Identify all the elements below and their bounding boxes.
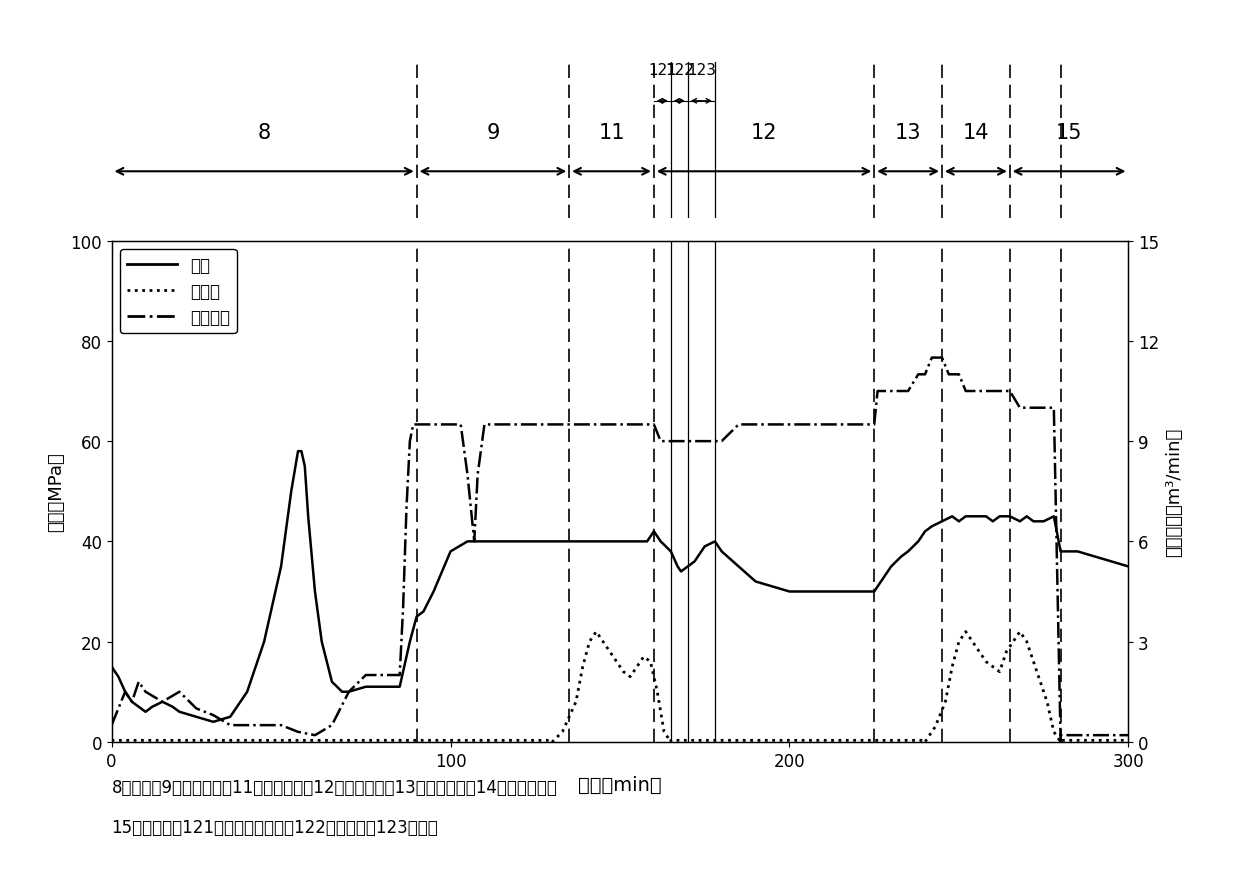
Line: 注入排量: 注入排量 bbox=[112, 358, 1128, 742]
油压 bbox=[935, 517, 950, 527]
油压 bbox=[697, 542, 712, 552]
注入排量 bbox=[924, 353, 939, 364]
Text: 8: 8 bbox=[258, 123, 270, 143]
Text: 122: 122 bbox=[665, 63, 693, 78]
Legend: 油压, 砂浓度, 注入排量: 油压, 砂浓度, 注入排量 bbox=[120, 249, 237, 333]
砂浓度 bbox=[827, 735, 842, 746]
Text: 12: 12 bbox=[750, 123, 777, 143]
油压 bbox=[206, 717, 221, 728]
Line: 砂浓度: 砂浓度 bbox=[112, 632, 1128, 742]
砂浓度 bbox=[544, 737, 559, 747]
砂浓度 bbox=[104, 735, 119, 746]
油压 bbox=[799, 586, 813, 597]
X-axis label: 时间（min）: 时间（min） bbox=[578, 775, 662, 794]
注入排量 bbox=[1121, 730, 1136, 741]
油压 bbox=[1121, 561, 1136, 572]
Text: 14: 14 bbox=[962, 123, 990, 143]
Text: 123: 123 bbox=[687, 63, 715, 78]
Text: 15: 15 bbox=[1055, 123, 1083, 143]
注入排量 bbox=[1104, 730, 1118, 741]
油压 bbox=[290, 446, 305, 457]
Y-axis label: 注入排量（m³/min）: 注入排量（m³/min） bbox=[1164, 427, 1183, 556]
油压 bbox=[104, 662, 119, 672]
Text: 9: 9 bbox=[486, 123, 500, 143]
Text: 121: 121 bbox=[649, 63, 677, 78]
注入排量 bbox=[1085, 730, 1100, 741]
油压 bbox=[646, 527, 661, 537]
Text: 8、酸化，9、一级压裂，11、一级注砂，12、暂堵转向，13，二级压裂，14、二级注砂，: 8、酸化，9、一级压裂，11、一级注砂，12、暂堵转向，13，二级压裂，14、二… bbox=[112, 778, 558, 796]
砂浓度 bbox=[228, 735, 243, 746]
注入排量 bbox=[1053, 737, 1068, 747]
油压 bbox=[145, 702, 160, 713]
砂浓度 bbox=[589, 627, 604, 637]
砂浓度 bbox=[1121, 735, 1136, 746]
砂浓度 bbox=[1053, 735, 1068, 746]
Y-axis label: 油压（MPa）: 油压（MPa） bbox=[47, 451, 64, 532]
砂浓度 bbox=[446, 735, 461, 746]
油压 bbox=[165, 702, 180, 713]
砂浓度 bbox=[317, 735, 332, 746]
注入排量 bbox=[867, 419, 882, 430]
Text: 13: 13 bbox=[895, 123, 921, 143]
砂浓度 bbox=[505, 735, 520, 746]
注入排量 bbox=[454, 419, 469, 430]
注入排量 bbox=[1096, 730, 1111, 741]
Text: 15、顶替液，121、暂堵转向体系，122、滑溢水，123、关井: 15、顶替液，121、暂堵转向体系，122、滑溢水，123、关井 bbox=[112, 818, 439, 836]
Text: 11: 11 bbox=[598, 123, 625, 143]
注入排量 bbox=[104, 720, 119, 730]
Line: 油压: 油压 bbox=[112, 451, 1128, 722]
注入排量 bbox=[1092, 730, 1107, 741]
